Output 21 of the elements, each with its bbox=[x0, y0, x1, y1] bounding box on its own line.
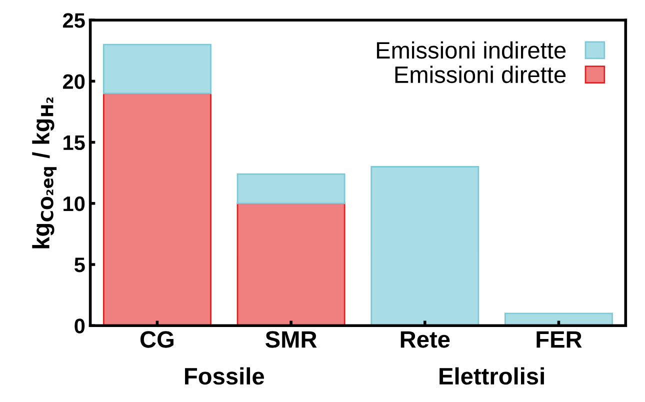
text: Elettrolisi bbox=[440, 367, 544, 385]
legend-label: Emissioni indirette bbox=[376, 41, 566, 59]
x-tick-label: SMR bbox=[266, 331, 317, 348]
legend-label: Emissioni dirette bbox=[395, 66, 566, 84]
x-tick-label: Rete bbox=[400, 331, 450, 348]
x-tick-label: CG bbox=[140, 331, 174, 348]
y-tick-label: 0 bbox=[74, 318, 85, 334]
y-tick-label: 25 bbox=[62, 13, 85, 28]
text: Fossile bbox=[185, 367, 264, 385]
bar bbox=[236, 202, 346, 326]
y-tick-label: 20 bbox=[62, 74, 85, 89]
bar bbox=[370, 166, 480, 326]
bar bbox=[102, 44, 212, 94]
bar bbox=[504, 312, 613, 326]
bar bbox=[236, 173, 346, 204]
y-tick-label: 5 bbox=[74, 258, 85, 272]
x-tick-label: FER bbox=[536, 331, 582, 348]
y-axis-title: kg$_{CO₂eq}$ / kg$_{H₂}$ bbox=[32, 97, 57, 248]
bar bbox=[102, 92, 212, 326]
y-tick-label: 15 bbox=[64, 136, 85, 150]
y-tick-label: 10 bbox=[64, 196, 85, 212]
